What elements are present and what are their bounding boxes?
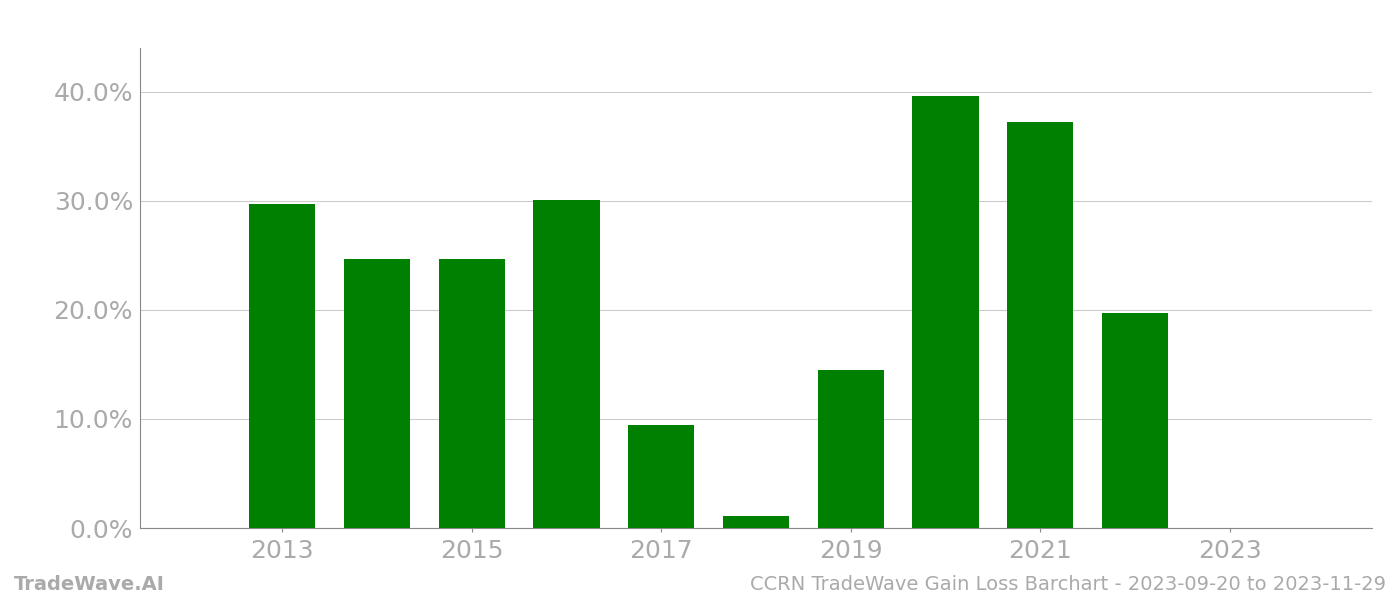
Bar — [438, 259, 505, 528]
Bar — [344, 259, 410, 528]
Text: CCRN TradeWave Gain Loss Barchart - 2023-09-20 to 2023-11-29: CCRN TradeWave Gain Loss Barchart - 2023… — [750, 575, 1386, 594]
Bar — [818, 370, 883, 528]
Bar — [1102, 313, 1168, 528]
Bar — [249, 204, 315, 528]
Bar — [913, 96, 979, 528]
Bar — [629, 425, 694, 528]
Bar — [722, 516, 790, 528]
Text: TradeWave.AI: TradeWave.AI — [14, 575, 165, 594]
Bar — [533, 200, 599, 528]
Bar — [1007, 122, 1074, 528]
